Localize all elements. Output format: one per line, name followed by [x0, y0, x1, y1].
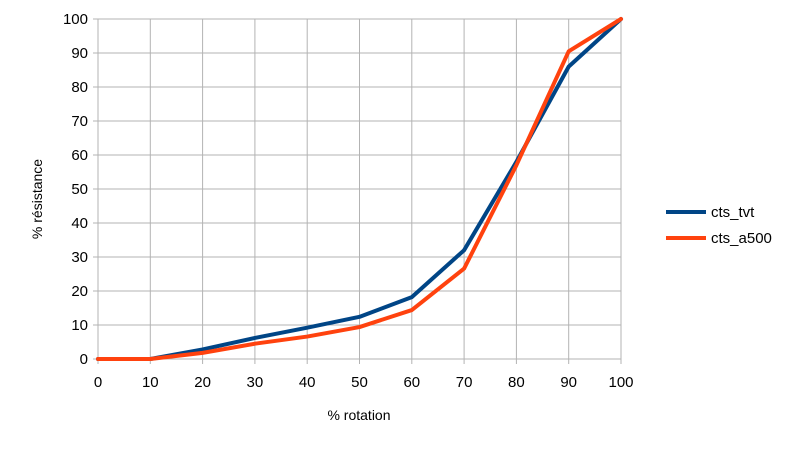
- series-lines: [96, 17, 623, 361]
- legend-label: cts_tvt: [711, 204, 755, 221]
- x-tick-label: 10: [142, 374, 159, 391]
- x-tick-label: 50: [351, 374, 368, 391]
- legend-label: cts_a500: [711, 230, 772, 247]
- x-tick-labels: 0 10 20 30 40 50 60 70 80 90 100: [94, 374, 634, 391]
- x-tick-label: 70: [456, 374, 473, 391]
- y-axis-title: % résistance: [29, 159, 45, 239]
- series-line-cts-a500: [96, 17, 623, 361]
- y-tick-label: 30: [71, 249, 88, 266]
- x-axis-title: % rotation: [327, 407, 390, 423]
- x-tick-label: 90: [560, 374, 577, 391]
- x-tick-label: 80: [508, 374, 525, 391]
- x-tick-label: 0: [94, 374, 102, 391]
- y-tick-label: 70: [71, 113, 88, 130]
- legend: cts_tvt cts_a500: [666, 204, 772, 247]
- x-tick-label: 100: [608, 374, 633, 391]
- x-tick-label: 60: [403, 374, 420, 391]
- x-tick-label: 20: [194, 374, 211, 391]
- y-tick-label: 40: [71, 215, 88, 232]
- y-tick-label: 60: [71, 147, 88, 164]
- y-tick-label: 50: [71, 181, 88, 198]
- y-tick-label: 0: [80, 351, 88, 368]
- y-tick-label: 10: [71, 317, 88, 334]
- y-tick-label: 80: [71, 79, 88, 96]
- y-tick-label: 20: [71, 283, 88, 300]
- gridlines: [93, 18, 622, 364]
- y-tick-label: 90: [71, 45, 88, 62]
- x-tick-label: 30: [247, 374, 264, 391]
- x-tick-label: 40: [299, 374, 316, 391]
- y-tick-label: 100: [63, 11, 88, 28]
- y-tick-labels: 0 10 20 30 40 50 60 70 80 90 100: [63, 11, 88, 368]
